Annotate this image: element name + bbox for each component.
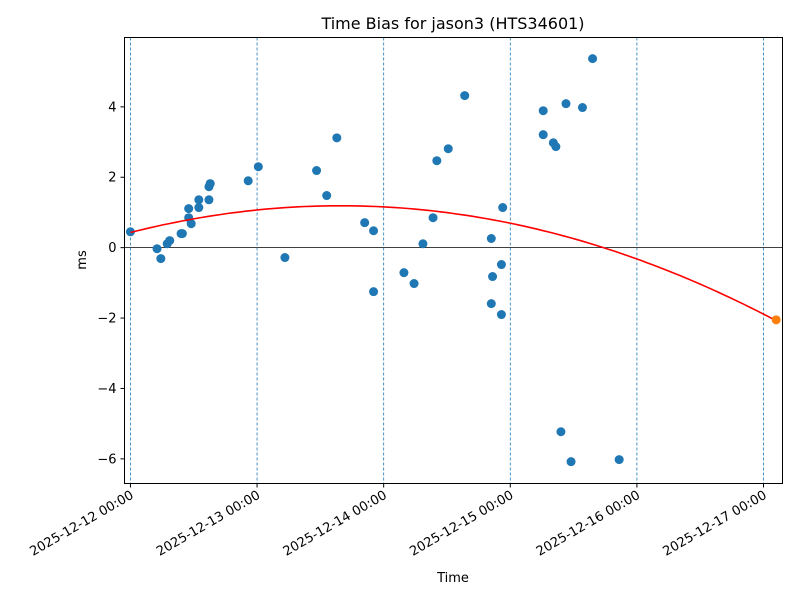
data-point bbox=[418, 239, 428, 249]
data-point bbox=[556, 427, 566, 437]
data-point bbox=[496, 310, 506, 320]
data-point bbox=[488, 272, 498, 282]
x-axis-label: Time bbox=[436, 571, 469, 586]
x-tick-label: 2025-12-16 00:00 bbox=[534, 488, 643, 560]
data-point bbox=[194, 195, 204, 205]
data-point bbox=[577, 103, 587, 113]
data-point bbox=[280, 253, 290, 263]
data-point bbox=[177, 229, 187, 239]
data-point bbox=[561, 99, 571, 109]
data-point bbox=[204, 195, 214, 205]
data-point bbox=[443, 144, 453, 154]
y-tick-label: −2 bbox=[97, 312, 116, 327]
x-tick-label: 2025-12-13 00:00 bbox=[154, 488, 263, 560]
data-point bbox=[498, 203, 508, 213]
data-point bbox=[551, 142, 561, 152]
data-point bbox=[165, 236, 175, 246]
data-point bbox=[253, 162, 263, 172]
y-tick-label: 4 bbox=[108, 100, 116, 115]
data-point bbox=[322, 191, 332, 201]
data-point bbox=[156, 254, 166, 264]
data-point bbox=[332, 133, 342, 143]
data-point bbox=[312, 166, 322, 176]
ticks: 2025-12-12 00:00 2025-12-13 00:00 2025-12-… bbox=[27, 100, 769, 559]
plot-frame bbox=[124, 37, 783, 484]
data-point bbox=[614, 455, 624, 465]
y-axis-label: ms bbox=[75, 250, 90, 270]
data-point bbox=[588, 54, 598, 64]
data-point bbox=[369, 226, 379, 236]
prediction-point bbox=[771, 315, 781, 325]
data-point bbox=[194, 203, 204, 213]
data-point bbox=[152, 244, 162, 254]
data-point bbox=[409, 279, 419, 289]
data-point bbox=[184, 204, 194, 214]
marks bbox=[125, 54, 781, 467]
data-point bbox=[399, 268, 409, 278]
data-point bbox=[538, 130, 548, 140]
data-point bbox=[486, 233, 496, 243]
data-point bbox=[486, 299, 496, 309]
data-point bbox=[538, 106, 548, 116]
y-tick-label: 0 bbox=[108, 241, 116, 256]
y-tick-label: −4 bbox=[97, 382, 116, 397]
x-tick-label: 2025-12-12 00:00 bbox=[27, 488, 136, 560]
data-point bbox=[205, 179, 215, 189]
data-point bbox=[566, 457, 576, 467]
fit-curve bbox=[130, 205, 777, 322]
chart-title: Time Bias for jason3 (HTS34601) bbox=[320, 14, 584, 33]
data-point bbox=[360, 218, 370, 228]
data-point bbox=[496, 260, 506, 270]
data-point bbox=[186, 219, 196, 229]
x-tick-label: 2025-12-15 00:00 bbox=[407, 488, 516, 560]
x-tick-label: 2025-12-17 00:00 bbox=[661, 488, 770, 560]
grid bbox=[124, 37, 783, 484]
x-tick-label: 2025-12-14 00:00 bbox=[281, 488, 390, 560]
data-point bbox=[460, 91, 470, 101]
data-point bbox=[243, 176, 253, 186]
y-tick-label: −6 bbox=[97, 452, 116, 467]
data-point bbox=[432, 156, 442, 166]
data-point bbox=[369, 287, 379, 297]
y-tick-label: 2 bbox=[108, 171, 116, 186]
data-point bbox=[428, 213, 438, 223]
